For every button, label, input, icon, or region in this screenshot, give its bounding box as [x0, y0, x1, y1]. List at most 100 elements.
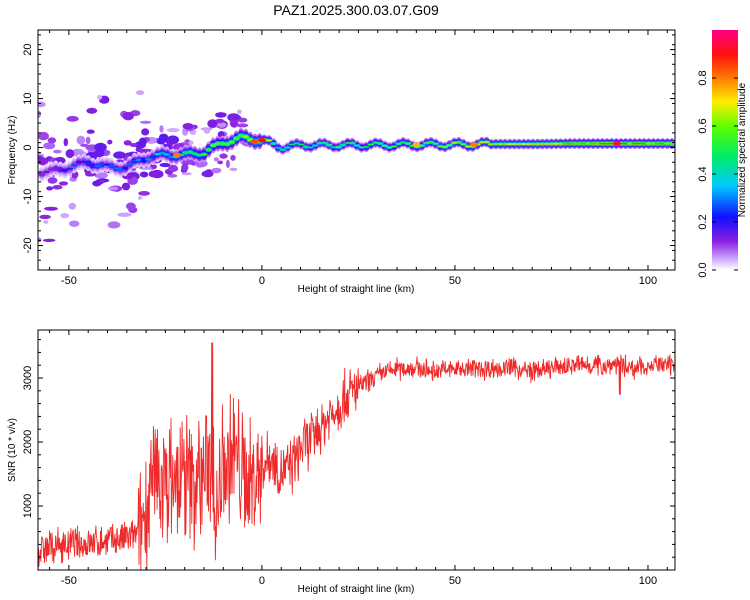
heatmap-ridge-cell	[446, 144, 453, 146]
heatmap-cluster-blob	[168, 164, 179, 173]
heatmap-ridge-cell	[515, 143, 523, 145]
colorbar-tick-label: 0.6	[697, 118, 709, 133]
heatmap-noise-blob	[200, 127, 213, 131]
heatmap-cluster-blob	[46, 186, 53, 191]
heatmap-ridge-cell	[385, 146, 393, 149]
snr-x-tick-label: 50	[449, 575, 461, 587]
heatmap-noise-blob	[213, 157, 219, 162]
heatmap-cluster-blob	[156, 138, 166, 145]
heatmap-noise-blob	[159, 125, 164, 133]
snr-frame	[37, 329, 676, 571]
heatmap-peak	[470, 142, 479, 147]
heatmap-noise-blob	[68, 202, 77, 210]
heatmap-cluster-blob	[129, 143, 138, 147]
heatmap-noise-blob	[39, 214, 51, 220]
heatmap-ridge-cell	[84, 161, 92, 165]
heatmap-ridge-cell	[321, 142, 328, 144]
heatmap-ridge-cell	[399, 141, 407, 144]
heatmap-ridge-cell	[585, 142, 592, 145]
heatmap-noise-blob	[38, 157, 49, 166]
heatmap-x-tick-label: 0	[259, 275, 265, 287]
heatmap-ridge-cell	[599, 142, 606, 145]
heatmap-cluster-blob	[93, 149, 105, 158]
heatmap-noise-blob	[141, 128, 150, 136]
heatmap-noise-blob	[167, 173, 178, 178]
heatmap-noise-blob	[138, 191, 151, 196]
heatmap-noise-blob	[43, 220, 49, 224]
chart-title: PAZ1.2025.300.03.07.G09	[273, 2, 439, 18]
heatmap-ridge-cell	[70, 163, 78, 167]
snr-panel: -50 0 50 100 1000 2000 3000 Height of straight…	[7, 329, 676, 595]
heatmap-y-tick-label: 0	[22, 144, 34, 150]
heatmap-cluster-blob	[113, 151, 126, 159]
heatmap-noise-blob	[181, 163, 189, 172]
heatmap-y-tick-label: -10	[22, 189, 34, 205]
heatmap-ridge-cell	[270, 142, 277, 145]
heatmap-noise-blob	[184, 139, 190, 143]
heatmap-noise-blob	[136, 90, 145, 96]
heatmap-y-tick-label: -20	[22, 238, 34, 254]
heatmap-cluster-blob	[150, 169, 164, 179]
snr-ticks: -50 0 50 100 1000 2000 3000	[22, 330, 675, 587]
heatmap-noise-blob	[43, 142, 56, 150]
heatmap-ridge-cell	[353, 144, 361, 147]
heatmap-noise-blob	[122, 112, 134, 121]
heatmap-ridge-cell	[94, 164, 101, 168]
heatmap-noise-blob	[139, 120, 152, 124]
heatmap-ridge-cell	[501, 143, 509, 145]
heatmap-ridge-cell	[381, 145, 389, 147]
heatmap-noise-blob	[80, 143, 89, 147]
heatmap-noise-blob	[66, 115, 79, 122]
heatmap-noise-blob	[69, 220, 80, 227]
heatmap-marks	[38, 90, 675, 242]
heatmap-ridge-cell	[223, 142, 231, 146]
heatmap-ridge-cell	[376, 142, 384, 145]
heatmap-noise-blob	[107, 139, 113, 145]
heatmap-noise-blob	[117, 212, 132, 217]
heatmap-ridge-cell	[335, 146, 342, 148]
heatmap-cluster-blob	[71, 170, 79, 179]
snr-x-axis-label: Height of straight line (km)	[298, 584, 415, 595]
heatmap-noise-blob	[108, 186, 119, 191]
colorbar: 0.0 0.2 0.4 0.6 0.8 Normalized spectral ampl…	[697, 30, 748, 278]
snr-y-axis-label: SNR (10 * v/v)	[7, 418, 18, 482]
heatmap-ridge-cell	[38, 172, 46, 176]
heatmap-noise-blob	[230, 119, 239, 128]
heatmap-x-tick-label: -50	[61, 275, 77, 287]
heatmap-noise-blob	[203, 129, 211, 134]
heatmap-noise-blob	[219, 153, 228, 159]
colorbar-tick-label: 0.8	[697, 70, 709, 85]
heatmap-noise-blob	[42, 238, 56, 242]
heatmap-noise-blob	[125, 202, 136, 211]
heatmap-noise-blob	[38, 110, 42, 118]
heatmap-ridge-cell	[395, 143, 402, 145]
heatmap-noise-blob	[44, 206, 58, 211]
colorbar-gradient	[712, 30, 738, 270]
colorbar-tick-label: 0.4	[697, 166, 709, 181]
heatmap-ridge-cell	[423, 142, 430, 144]
heatmap-peak	[412, 142, 421, 147]
snr-x-tick-label: -50	[61, 575, 77, 587]
heatmap-ridge-cell	[279, 149, 287, 151]
heatmap-ridge-cell	[288, 143, 296, 146]
heatmap-noise-blob	[182, 123, 194, 130]
heatmap-ridge-cell	[460, 143, 467, 145]
heatmap-noise-blob	[63, 138, 68, 147]
snr-x-tick-label: 100	[639, 575, 657, 587]
heatmap-ridge-cell	[149, 155, 157, 159]
heatmap-ridge-cell	[339, 144, 347, 146]
snr-y-tick-label: 1000	[22, 494, 34, 518]
heatmap-noise-blob	[47, 137, 57, 144]
heatmap-cluster-blob	[121, 182, 131, 191]
heatmap-y-axis-label: Frequency (Hz)	[7, 116, 18, 185]
heatmap-ridge-cell	[209, 144, 217, 147]
heatmap-cluster-blob	[94, 142, 107, 152]
heatmap-cluster-blob	[47, 177, 58, 184]
heatmap-ridge-cell	[325, 144, 333, 146]
heatmap-cluster-blob	[58, 181, 69, 186]
heatmap-noise-blob	[229, 167, 238, 171]
heatmap-cluster-blob	[139, 171, 149, 178]
heatmap-ridge-cell	[284, 146, 291, 149]
heatmap-noise-blob	[217, 160, 223, 165]
